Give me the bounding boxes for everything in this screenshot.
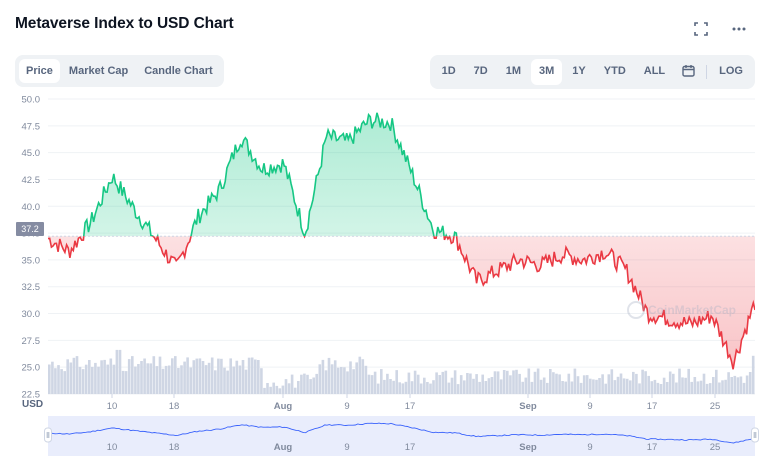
x-tick-label: 17 <box>405 401 416 412</box>
range-1m[interactable]: 1M <box>505 65 522 77</box>
tab-price[interactable]: Price <box>19 59 60 83</box>
y-tick-label: 42.5 <box>22 175 41 186</box>
x-tick-label: 25 <box>710 401 721 412</box>
y-tick-label: 47.5 <box>22 121 41 132</box>
navigator-tick-label: 17 <box>647 442 658 453</box>
more-icon[interactable] <box>728 20 750 38</box>
range-3m[interactable]: 3M <box>531 59 563 85</box>
navigator-tick-label: 10 <box>107 442 118 453</box>
navigator-tick-label: 18 <box>169 442 180 453</box>
navigator-tick-label: 25 <box>710 442 721 453</box>
range-7d[interactable]: 7D <box>473 65 488 77</box>
watermark-logo: CoinMarketCap <box>627 301 736 319</box>
navigator-handle-right[interactable] <box>751 427 759 443</box>
tab-candle-chart[interactable]: Candle Chart <box>144 65 213 77</box>
header-actions <box>690 20 750 38</box>
y-tick-label: 22.5 <box>22 390 41 401</box>
calendar-icon[interactable] <box>675 59 702 85</box>
y-tick-label: 27.5 <box>22 336 41 347</box>
navigator-tick-label: Sep <box>519 442 537 453</box>
volume-bars <box>48 349 755 395</box>
current-price-tag: 37.2 <box>16 222 44 236</box>
range-ytd[interactable]: YTD <box>603 65 626 77</box>
price-line-up <box>80 112 458 237</box>
x-tick-label: 10 <box>107 401 118 412</box>
range-tabs: 1D 7D 1M 3M 1Y YTD ALL LOG <box>429 55 755 89</box>
range-all[interactable]: ALL <box>643 65 666 77</box>
x-tick-label: Aug <box>274 401 293 412</box>
x-tick-label: 9 <box>344 401 349 412</box>
price-area-down <box>48 236 755 370</box>
y-tick-label: 45.0 <box>22 148 41 159</box>
y-tick-label: 50.0 <box>22 95 41 106</box>
navigator-handle-left[interactable] <box>44 427 52 443</box>
fullscreen-icon[interactable] <box>690 20 712 38</box>
y-tick-label: 32.5 <box>22 282 41 293</box>
range-1d[interactable]: 1D <box>441 65 456 77</box>
x-tick-label: Sep <box>519 401 537 412</box>
x-tick-label: 17 <box>647 401 658 412</box>
y-tick-label: 30.0 <box>22 309 41 320</box>
y-tick-label: 35.0 <box>22 255 41 266</box>
x-tick-label: 18 <box>169 401 180 412</box>
navigator-tick-label: 9 <box>587 442 592 453</box>
log-toggle[interactable]: LOG <box>719 65 743 77</box>
navigator-line <box>47 422 756 444</box>
page-title: Metaverse Index to USD Chart <box>15 15 234 32</box>
tab-market-cap[interactable]: Market Cap <box>68 65 129 77</box>
x-tick-label: 9 <box>587 401 592 412</box>
y-tick-label: 40.0 <box>22 202 41 213</box>
y-tick-label: 25.0 <box>22 363 41 374</box>
navigator-tick-label: 17 <box>405 442 416 453</box>
navigator-tick-label: Aug <box>274 442 293 453</box>
navigator-tick-label: 9 <box>344 442 349 453</box>
price-area-up <box>48 112 755 237</box>
price-line-down <box>48 236 755 370</box>
svg-text:CoinMarketCap: CoinMarketCap <box>648 303 736 317</box>
chart-type-tabs: Price Market Cap Candle Chart <box>15 55 224 87</box>
navigator-range[interactable] <box>48 416 755 456</box>
range-1y[interactable]: 1Y <box>572 65 586 77</box>
currency-label: USD <box>22 399 44 410</box>
range-divider <box>706 65 708 79</box>
